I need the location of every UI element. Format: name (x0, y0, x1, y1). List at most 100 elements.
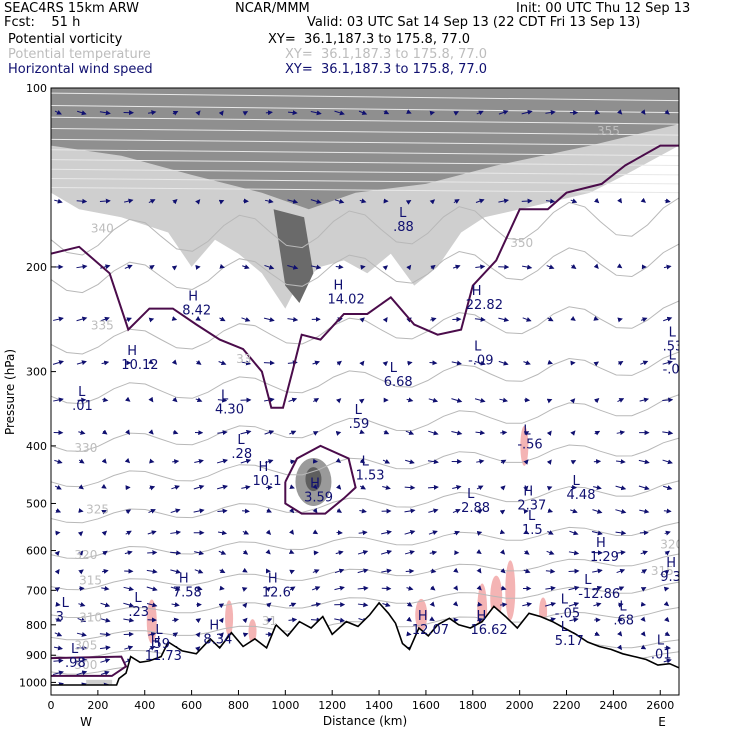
pv-closed-contour (284, 444, 357, 515)
extremum-type: L (619, 599, 627, 614)
wind-vector (544, 601, 557, 607)
wind-vector (522, 264, 533, 270)
wind-vector (547, 316, 554, 322)
wind-vector (312, 431, 319, 436)
wind-vector (123, 617, 135, 623)
wind-vector (218, 199, 225, 205)
x-tick-label: 200 (87, 699, 108, 712)
theta-contour (51, 168, 679, 176)
wind-vector (99, 110, 111, 116)
wind-vector (335, 457, 342, 464)
y-tick-label: 200 (26, 261, 47, 274)
wind-vector (523, 568, 531, 574)
extremum-type: L (561, 593, 569, 608)
wind-vector (170, 550, 182, 556)
wind-vector (217, 508, 228, 514)
extremum-value: 4.48 (567, 488, 596, 503)
wind-vector (498, 360, 509, 366)
wind-vector (641, 569, 648, 574)
pv-low-contour (51, 655, 128, 677)
wind-vector (662, 459, 673, 465)
wind-vector (148, 632, 157, 637)
wind-vector (149, 458, 155, 464)
wind-vector (149, 265, 155, 270)
wind-vector (335, 398, 342, 404)
wind-vector (311, 586, 321, 591)
extremum-type: H (209, 618, 219, 633)
wind-vector (523, 485, 529, 492)
wind-vector (335, 550, 344, 556)
extremum-value: 10.1 (253, 474, 282, 489)
wind-vector (546, 459, 552, 465)
x-tick-label: 2600 (646, 699, 674, 712)
wind-vector (570, 315, 576, 321)
wind-vector (77, 397, 87, 403)
extremum-type: H (472, 284, 482, 299)
wind-vector (568, 585, 580, 591)
theta-contour (51, 159, 679, 166)
extremum-value: .59 (349, 417, 370, 432)
wind-vector (102, 397, 109, 403)
theta-contour (51, 178, 679, 185)
wind-vector (477, 617, 484, 623)
wind-vector (474, 360, 486, 366)
wind-vector (217, 530, 228, 536)
wind-vector (453, 199, 460, 204)
wind-vector (569, 530, 579, 536)
wind-vector (195, 397, 203, 403)
wind-vector (453, 585, 458, 591)
wind-vector (569, 617, 579, 623)
wind-vector (545, 568, 556, 574)
wind-vector (593, 485, 602, 490)
wind-vector (78, 602, 86, 607)
extremum-value: 3 (56, 610, 64, 625)
wind-vector (475, 264, 486, 270)
wind-vector (617, 317, 623, 323)
wind-vector (219, 263, 225, 269)
wind-vector (428, 397, 439, 403)
wind-vector (195, 199, 201, 205)
extremum-type: L (390, 361, 398, 376)
extremum-type: H (310, 477, 320, 492)
wind-vector (334, 585, 345, 591)
wind-vector (311, 602, 322, 608)
wind-vector (125, 317, 132, 323)
wind-vector (547, 530, 554, 535)
wind-vector (522, 602, 533, 607)
wind-vector (334, 198, 345, 204)
wind-vector (453, 567, 459, 573)
wind-vector (311, 264, 322, 270)
wind-vector (357, 568, 369, 574)
wind-vector (593, 315, 599, 321)
legend-xy-theta: XY= 36.1,187.3 to 175.8, 77.0 (285, 47, 488, 62)
wind-vector (77, 531, 84, 537)
extremum-value: 12.07 (412, 623, 449, 638)
wind-vector (382, 602, 391, 607)
wind-vector (172, 429, 179, 435)
wind-vector (499, 549, 506, 555)
wind-vector (312, 360, 320, 366)
wind-vector (218, 632, 224, 638)
wind-vector (148, 509, 156, 514)
init-time: Init: 00 UTC Thu 12 Sep 13 (516, 1, 691, 16)
wind-vector (265, 529, 272, 535)
wind-vector (500, 568, 506, 574)
extremum-type: L (355, 403, 363, 418)
wind-vector (476, 549, 482, 554)
wind-vector (617, 197, 622, 204)
wind-vector (382, 316, 388, 323)
wind-vector (101, 483, 107, 489)
wind-vector (404, 485, 416, 491)
wind-vector (99, 198, 111, 204)
x-tick-label: 1000 (271, 699, 299, 712)
wind-vector (334, 110, 345, 116)
wind-vector (194, 568, 204, 574)
wind-vector (219, 316, 226, 322)
wind-vector (289, 484, 295, 490)
extremum-value: 8.34 (203, 632, 232, 647)
wind-vector (218, 603, 225, 609)
wind-vector (242, 264, 250, 270)
wind-vector (334, 617, 346, 623)
wind-vector (594, 109, 601, 115)
